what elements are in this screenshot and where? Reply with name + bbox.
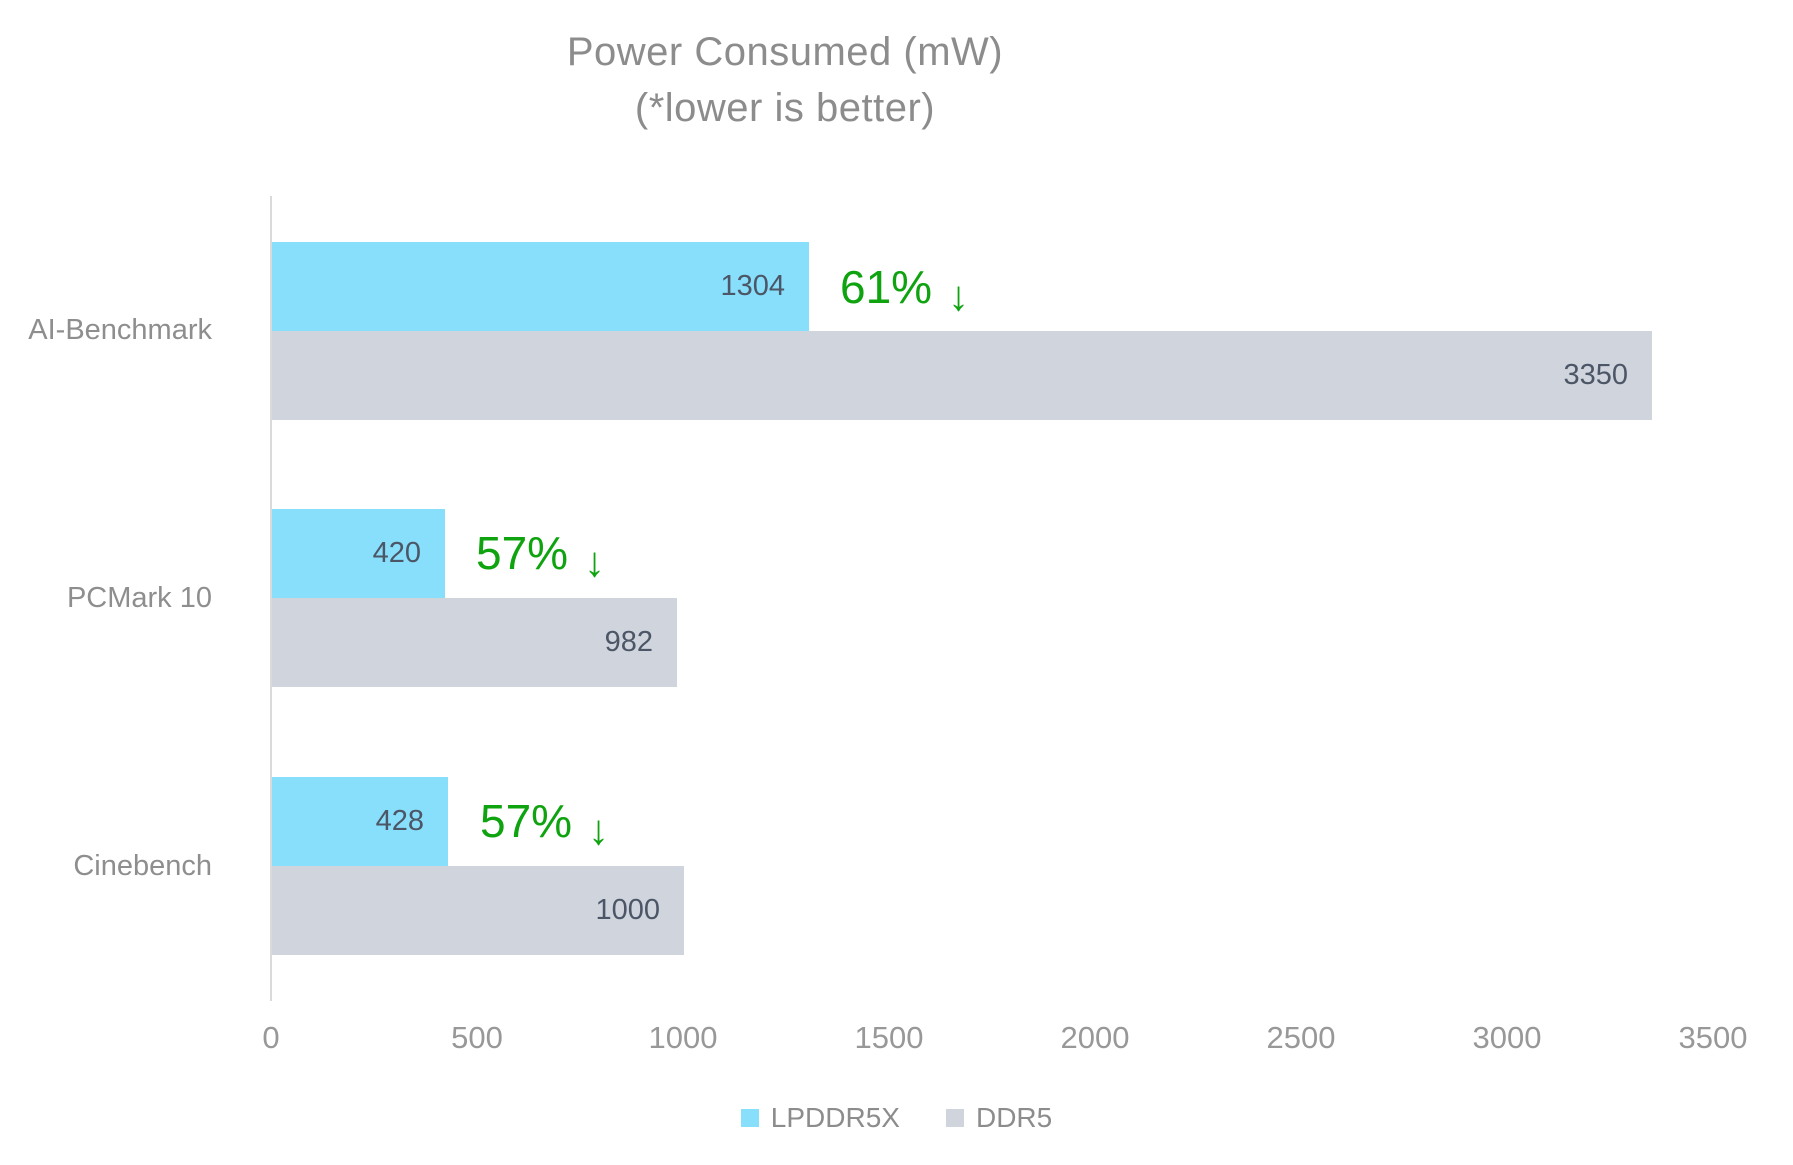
- x-tick-2500: 2500: [1266, 1020, 1336, 1055]
- bar-value-label: 1304: [720, 270, 785, 302]
- x-tick-0: 0: [262, 1020, 280, 1055]
- reduction-label-pcmark-10: 57% ↓: [476, 525, 605, 585]
- bar-value-label: 982: [604, 626, 653, 658]
- chart-title: Power Consumed (mW) (*lower is better): [0, 24, 1570, 136]
- bar-value-label: 420: [372, 537, 421, 569]
- reduction-percent: 57%: [480, 795, 573, 847]
- bar-lpddr5x-cinebench: 428: [272, 777, 448, 866]
- bar-ddr5-pcmark-10: 982: [272, 598, 677, 687]
- bar-ddr5-ai-benchmark: 3350: [272, 331, 1652, 420]
- legend-label-ddr5: DDR5: [975, 1102, 1053, 1133]
- chart-title-line2: (*lower is better): [634, 86, 936, 130]
- x-tick-3500: 3500: [1678, 1020, 1748, 1055]
- down-arrow-icon: ↓: [948, 272, 970, 319]
- ddr5-swatch-icon: [945, 1109, 964, 1127]
- category-label-cinebench: Cinebench: [73, 850, 212, 882]
- category-label-ai-benchmark: AI-Benchmark: [28, 314, 212, 346]
- category-label-pcmark-10: PCMark 10: [66, 582, 212, 614]
- bar-lpddr5x-ai-benchmark: 1304: [272, 242, 809, 331]
- bar-value-label: 428: [375, 805, 424, 837]
- legend-label-lpddr5x: LPDDR5X: [770, 1102, 900, 1133]
- chart-title-line1: Power Consumed (mW): [566, 30, 1004, 74]
- bar-ddr5-cinebench: 1000: [272, 866, 684, 955]
- reduction-label-cinebench: 57% ↓: [480, 793, 609, 853]
- down-arrow-icon: ↓: [588, 806, 610, 853]
- legend-item-ddr5: DDR5: [945, 1102, 1053, 1134]
- down-arrow-icon: ↓: [584, 538, 606, 585]
- x-tick-2000: 2000: [1060, 1020, 1130, 1055]
- legend: LPDDR5X DDR5: [0, 1102, 1793, 1134]
- x-tick-500: 500: [451, 1020, 503, 1055]
- y-axis-line: [270, 196, 272, 1001]
- x-tick-3000: 3000: [1472, 1020, 1542, 1055]
- reduction-label-ai-benchmark: 61% ↓: [840, 259, 969, 319]
- reduction-percent: 57%: [476, 527, 569, 579]
- bar-value-label: 1000: [595, 894, 660, 926]
- bar-value-label: 3350: [1563, 359, 1628, 391]
- x-tick-1500: 1500: [854, 1020, 924, 1055]
- lpddr5x-swatch-icon: [740, 1109, 759, 1127]
- legend-item-lpddr5x: LPDDR5X: [740, 1102, 900, 1134]
- reduction-percent: 61%: [840, 261, 933, 313]
- x-tick-1000: 1000: [648, 1020, 718, 1055]
- bar-lpddr5x-pcmark-10: 420: [272, 509, 445, 598]
